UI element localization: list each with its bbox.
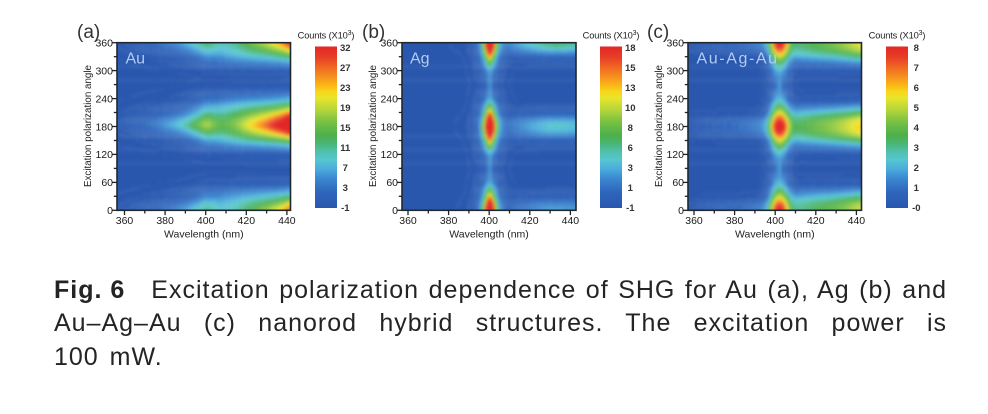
svg-text:420: 420 — [521, 215, 539, 227]
svg-text:Au: Au — [126, 51, 146, 68]
svg-text:1: 1 — [628, 183, 634, 194]
svg-text:240: 240 — [95, 93, 113, 105]
svg-text:2: 2 — [914, 163, 919, 174]
svg-text:5: 5 — [914, 103, 920, 114]
svg-text:4: 4 — [914, 123, 920, 134]
svg-text:3: 3 — [914, 143, 919, 154]
svg-text:240: 240 — [666, 93, 684, 105]
svg-text:360: 360 — [666, 38, 684, 50]
svg-text:32: 32 — [340, 43, 351, 54]
svg-text:300: 300 — [666, 65, 684, 77]
svg-text:240: 240 — [380, 93, 398, 105]
svg-text:380: 380 — [156, 215, 174, 227]
svg-text:15: 15 — [625, 63, 636, 74]
svg-text:1: 1 — [914, 183, 920, 194]
svg-text:3: 3 — [628, 163, 633, 174]
svg-text:400: 400 — [766, 215, 784, 227]
svg-text:Counts (X103): Counts (X103) — [583, 30, 640, 41]
svg-text:440: 440 — [278, 215, 296, 227]
svg-text:23: 23 — [340, 83, 351, 94]
svg-text:6: 6 — [914, 83, 919, 94]
svg-text:400: 400 — [480, 215, 498, 227]
svg-text:(a): (a) — [77, 22, 100, 43]
svg-text:Wavelength (nm): Wavelength (nm) — [164, 229, 244, 241]
svg-text:300: 300 — [95, 65, 113, 77]
svg-text:13: 13 — [625, 83, 636, 94]
svg-text:360: 360 — [95, 38, 113, 50]
svg-text:60: 60 — [386, 177, 398, 189]
svg-text:Counts (X103): Counts (X103) — [869, 30, 926, 41]
svg-text:440: 440 — [848, 215, 866, 227]
svg-text:10: 10 — [625, 103, 636, 114]
svg-text:300: 300 — [380, 65, 398, 77]
svg-text:Au-Ag-Au: Au-Ag-Au — [697, 51, 779, 68]
svg-text:0: 0 — [392, 205, 398, 217]
svg-text:360: 360 — [116, 215, 134, 227]
svg-text:Ag: Ag — [410, 51, 430, 68]
svg-text:180: 180 — [95, 121, 113, 133]
svg-text:8: 8 — [628, 123, 633, 134]
svg-text:180: 180 — [666, 121, 684, 133]
svg-text:27: 27 — [340, 63, 351, 74]
svg-text:Wavelength (nm): Wavelength (nm) — [449, 229, 529, 241]
svg-text:11: 11 — [340, 143, 351, 154]
svg-text:15: 15 — [340, 123, 351, 134]
svg-text:360: 360 — [380, 38, 398, 50]
svg-text:6: 6 — [628, 143, 633, 154]
svg-text:Excitation polarization angle: Excitation polarization angle — [368, 64, 379, 187]
svg-text:8: 8 — [914, 43, 919, 54]
svg-text:Excitation polarization angle: Excitation polarization angle — [83, 64, 94, 187]
svg-text:19: 19 — [340, 103, 351, 114]
svg-text:-1: -1 — [626, 203, 635, 214]
svg-text:-1: -1 — [341, 203, 350, 214]
svg-text:7: 7 — [914, 63, 919, 74]
svg-text:-0: -0 — [912, 203, 920, 214]
svg-text:60: 60 — [101, 177, 113, 189]
svg-text:360: 360 — [399, 215, 417, 227]
svg-text:120: 120 — [666, 149, 684, 161]
svg-text:Wavelength (nm): Wavelength (nm) — [735, 229, 815, 241]
svg-text:400: 400 — [197, 215, 215, 227]
svg-text:120: 120 — [95, 149, 113, 161]
svg-text:180: 180 — [380, 121, 398, 133]
svg-text:(c): (c) — [647, 22, 669, 43]
svg-text:360: 360 — [685, 215, 703, 227]
svg-text:380: 380 — [726, 215, 744, 227]
svg-text:440: 440 — [562, 215, 580, 227]
svg-text:420: 420 — [238, 215, 256, 227]
svg-text:18: 18 — [625, 43, 636, 54]
svg-text:60: 60 — [672, 177, 684, 189]
svg-text:3: 3 — [343, 183, 348, 194]
svg-text:0: 0 — [678, 205, 684, 217]
svg-text:380: 380 — [440, 215, 458, 227]
svg-text:Excitation polarization angle: Excitation polarization angle — [654, 64, 665, 187]
svg-text:7: 7 — [343, 163, 348, 174]
svg-text:120: 120 — [380, 149, 398, 161]
svg-text:(b): (b) — [362, 22, 385, 43]
svg-text:420: 420 — [807, 215, 825, 227]
svg-text:Counts (X103): Counts (X103) — [298, 30, 355, 41]
svg-text:0: 0 — [107, 205, 113, 217]
